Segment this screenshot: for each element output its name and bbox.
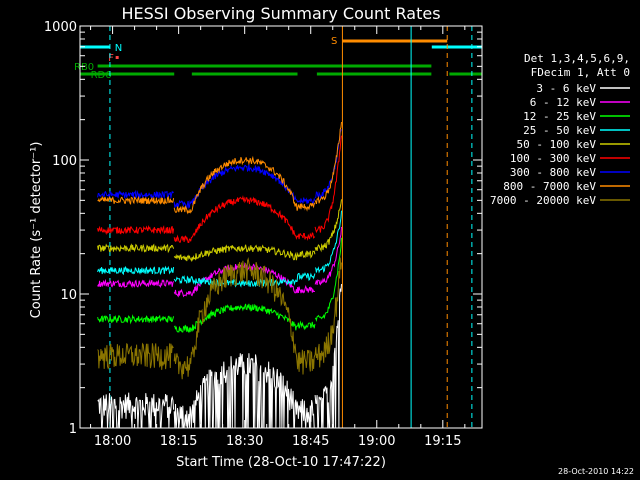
legend-entry-label: 100 - 300 keV [510,152,596,165]
flare-flag-label: F [108,53,114,64]
series-line [97,226,342,298]
plot-frame [79,25,483,429]
night-flag-label: N [115,43,122,54]
x-tick-label: 19:00 [358,434,395,449]
legend-entry-label: 6 - 12 keV [530,96,597,109]
x-axis-label: Start Time (28-Oct-10 17:47:22) [176,455,386,470]
legend-entry-label: 300 - 800 keV [510,166,596,179]
legend-entry-label: 800 - 7000 keV [503,180,596,193]
flare-flag-mark [115,56,119,59]
series-line [97,199,342,263]
legend-header-line-2: FDecim 1, Att 0 [531,66,630,79]
x-tick-label: 18:30 [226,434,263,449]
rb0-flag-label: RB0 [74,62,94,73]
legend-entry-label: 50 - 100 keV [517,138,597,151]
legend-header-line-1: Det 1,3,4,5,6,9, [524,52,630,65]
y-tick-label: 100 [52,154,77,169]
saa-flag-label: S [331,36,337,47]
chart-title: HESSI Observing Summary Count Rates [121,4,440,23]
timestamp: 28-Oct-2010 14:22 [558,467,634,476]
x-tick-label: 18:45 [292,434,329,449]
y-axis-label: Count Rate (s⁻¹ detector⁻¹) [29,142,44,319]
legend-entry-label: 3 - 6 keV [536,82,596,95]
x-tick-label: 18:15 [160,434,197,449]
series-layer [97,121,342,429]
y-tick-label: 1 [69,422,77,437]
legend-entry-label: 25 - 50 keV [523,124,596,137]
series-line [97,135,342,243]
x-tick-label: 18:00 [94,434,131,449]
series-line [97,257,342,380]
legend-entry-label: 7000 - 20000 keV [490,194,596,207]
rd6-flag-label: RD6 [91,70,112,81]
x-tick-label: 19:15 [424,434,461,449]
legend-entry-label: 12 - 25 keV [523,110,596,123]
axes-layer: 18:00 18:15 18:30 18:45 19:00 19:15 1 10 100 1000 [44,20,482,449]
y-tick-label: 1000 [44,20,77,35]
y-tick-label: 10 [60,288,77,303]
series-line [97,121,342,215]
series-line [97,210,342,288]
